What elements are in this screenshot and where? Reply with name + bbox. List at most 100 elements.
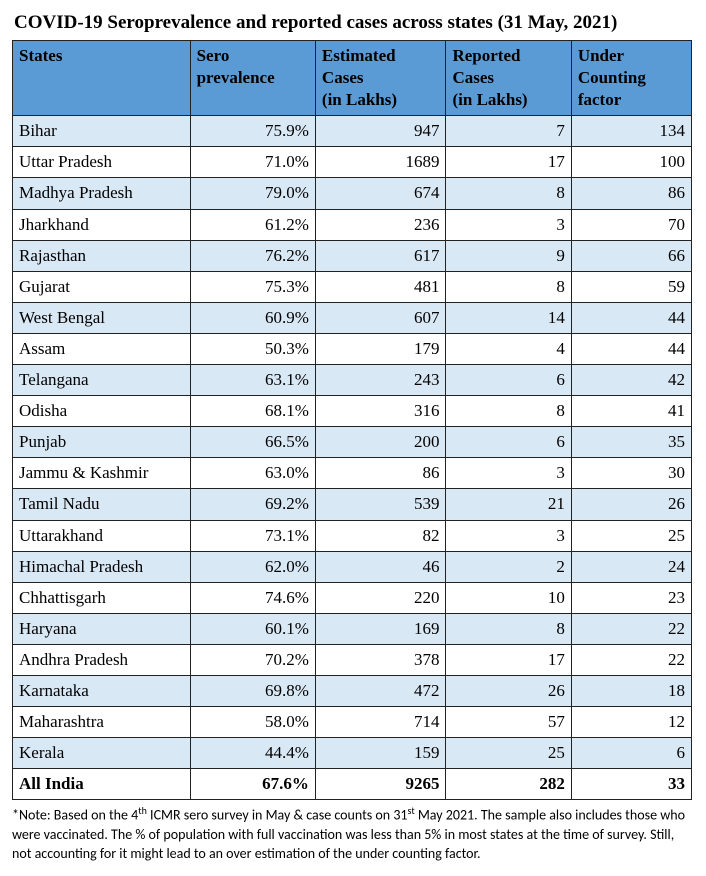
ucf-cell: 22 bbox=[571, 613, 691, 644]
ucf-cell: 26 bbox=[571, 489, 691, 520]
table-row: Karnataka69.8%4722618 bbox=[13, 675, 692, 706]
table-row: West Bengal60.9%6071444 bbox=[13, 302, 692, 333]
state-cell: Gujarat bbox=[13, 271, 191, 302]
reported-cell: 26 bbox=[446, 675, 571, 706]
table-row: Maharashtra58.0%7145712 bbox=[13, 707, 692, 738]
table-row: Odisha68.1%316841 bbox=[13, 396, 692, 427]
reported-cell: 2 bbox=[446, 551, 571, 582]
estimated-cell: 316 bbox=[315, 396, 446, 427]
ucf-cell: 23 bbox=[571, 582, 691, 613]
state-cell: Madhya Pradesh bbox=[13, 178, 191, 209]
state-cell: Uttar Pradesh bbox=[13, 147, 191, 178]
table-row: Punjab66.5%200635 bbox=[13, 427, 692, 458]
reported-cell: 6 bbox=[446, 427, 571, 458]
state-cell: Chhattisgarh bbox=[13, 582, 191, 613]
ucf-cell: 41 bbox=[571, 396, 691, 427]
ucf-cell: 134 bbox=[571, 116, 691, 147]
estimated-cell: 378 bbox=[315, 644, 446, 675]
state-cell: Himachal Pradesh bbox=[13, 551, 191, 582]
estimated-cell: 243 bbox=[315, 365, 446, 396]
reported-cell: 3 bbox=[446, 458, 571, 489]
table-row: Bihar75.9%9477134 bbox=[13, 116, 692, 147]
sero-cell: 67.6% bbox=[190, 769, 315, 800]
estimated-cell: 9265 bbox=[315, 769, 446, 800]
sero-cell: 69.8% bbox=[190, 675, 315, 706]
reported-cell: 14 bbox=[446, 302, 571, 333]
table-header-row: StatesSero prevalenceEstimated Cases(in … bbox=[13, 41, 692, 116]
sero-cell: 71.0% bbox=[190, 147, 315, 178]
sero-cell: 70.2% bbox=[190, 644, 315, 675]
reported-cell: 282 bbox=[446, 769, 571, 800]
sero-cell: 76.2% bbox=[190, 240, 315, 271]
estimated-cell: 179 bbox=[315, 333, 446, 364]
table-row: Uttar Pradesh71.0%168917100 bbox=[13, 147, 692, 178]
state-cell: West Bengal bbox=[13, 302, 191, 333]
ucf-cell: 6 bbox=[571, 738, 691, 769]
table-row: Jammu & Kashmir63.0%86330 bbox=[13, 458, 692, 489]
estimated-cell: 947 bbox=[315, 116, 446, 147]
state-cell: Jammu & Kashmir bbox=[13, 458, 191, 489]
sero-cell: 79.0% bbox=[190, 178, 315, 209]
sero-cell: 69.2% bbox=[190, 489, 315, 520]
table-row: Telangana63.1%243642 bbox=[13, 365, 692, 396]
reported-cell: 6 bbox=[446, 365, 571, 396]
sero-cell: 62.0% bbox=[190, 551, 315, 582]
reported-cell: 4 bbox=[446, 333, 571, 364]
ucf-cell: 86 bbox=[571, 178, 691, 209]
table-row: Tamil Nadu69.2%5392126 bbox=[13, 489, 692, 520]
state-cell: Uttarakhand bbox=[13, 520, 191, 551]
state-cell: Odisha bbox=[13, 396, 191, 427]
column-header: Under Counting factor bbox=[571, 41, 691, 116]
estimated-cell: 607 bbox=[315, 302, 446, 333]
ucf-cell: 30 bbox=[571, 458, 691, 489]
state-cell: Assam bbox=[13, 333, 191, 364]
state-cell: Tamil Nadu bbox=[13, 489, 191, 520]
estimated-cell: 472 bbox=[315, 675, 446, 706]
estimated-cell: 220 bbox=[315, 582, 446, 613]
footnote-text: ICMR sero survey in May & case counts on… bbox=[147, 807, 408, 824]
ucf-cell: 22 bbox=[571, 644, 691, 675]
state-cell: Kerala bbox=[13, 738, 191, 769]
ucf-cell: 44 bbox=[571, 302, 691, 333]
reported-cell: 10 bbox=[446, 582, 571, 613]
sero-cell: 44.4% bbox=[190, 738, 315, 769]
sero-cell: 50.3% bbox=[190, 333, 315, 364]
state-cell: Rajasthan bbox=[13, 240, 191, 271]
estimated-cell: 617 bbox=[315, 240, 446, 271]
ucf-cell: 70 bbox=[571, 209, 691, 240]
state-cell: Maharashtra bbox=[13, 707, 191, 738]
footnote-sup: st bbox=[408, 804, 415, 817]
table-row: Chhattisgarh74.6%2201023 bbox=[13, 582, 692, 613]
estimated-cell: 82 bbox=[315, 520, 446, 551]
reported-cell: 9 bbox=[446, 240, 571, 271]
column-header: States bbox=[13, 41, 191, 116]
sero-cell: 61.2% bbox=[190, 209, 315, 240]
sero-cell: 63.0% bbox=[190, 458, 315, 489]
ucf-cell: 59 bbox=[571, 271, 691, 302]
ucf-cell: 42 bbox=[571, 365, 691, 396]
table-row: Andhra Pradesh70.2%3781722 bbox=[13, 644, 692, 675]
table-row: Haryana60.1%169822 bbox=[13, 613, 692, 644]
estimated-cell: 159 bbox=[315, 738, 446, 769]
sero-cell: 60.9% bbox=[190, 302, 315, 333]
reported-cell: 7 bbox=[446, 116, 571, 147]
reported-cell: 57 bbox=[446, 707, 571, 738]
data-table: StatesSero prevalenceEstimated Cases(in … bbox=[12, 40, 692, 800]
ucf-cell: 44 bbox=[571, 333, 691, 364]
table-row: Assam50.3%179444 bbox=[13, 333, 692, 364]
reported-cell: 17 bbox=[446, 147, 571, 178]
ucf-cell: 18 bbox=[571, 675, 691, 706]
sero-cell: 58.0% bbox=[190, 707, 315, 738]
state-cell: Jharkhand bbox=[13, 209, 191, 240]
ucf-cell: 24 bbox=[571, 551, 691, 582]
state-cell: Bihar bbox=[13, 116, 191, 147]
reported-cell: 3 bbox=[446, 520, 571, 551]
footnote-sup: th bbox=[138, 804, 147, 817]
ucf-cell: 66 bbox=[571, 240, 691, 271]
sero-cell: 63.1% bbox=[190, 365, 315, 396]
estimated-cell: 236 bbox=[315, 209, 446, 240]
sero-cell: 60.1% bbox=[190, 613, 315, 644]
table-row: Madhya Pradesh79.0%674886 bbox=[13, 178, 692, 209]
state-cell: Karnataka bbox=[13, 675, 191, 706]
state-cell: Haryana bbox=[13, 613, 191, 644]
